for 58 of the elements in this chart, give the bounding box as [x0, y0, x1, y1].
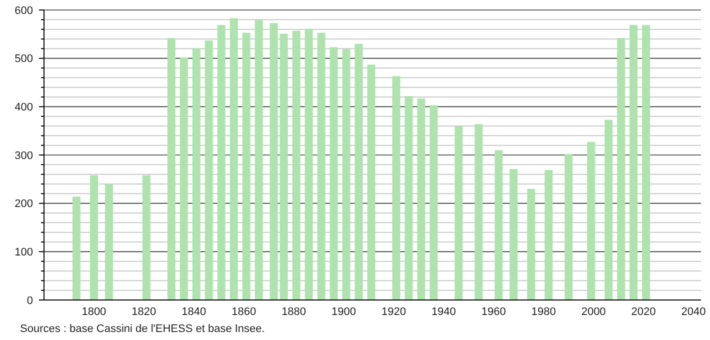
bar — [167, 38, 176, 300]
bar — [430, 105, 438, 300]
bar — [204, 40, 213, 300]
y-tick-label: 0 — [26, 294, 33, 307]
bar — [230, 18, 238, 300]
x-tick-label: 2040 — [681, 306, 706, 318]
y-tick-label: 400 — [14, 102, 33, 114]
x-tick-label: 2000 — [581, 306, 606, 318]
bar — [454, 126, 463, 300]
x-tick-label: 1940 — [431, 306, 456, 318]
bar — [72, 196, 80, 300]
bar — [90, 175, 98, 300]
bar — [342, 49, 350, 300]
bar — [280, 34, 288, 300]
bar — [417, 98, 426, 300]
x-tick-label: 1880 — [282, 306, 306, 318]
x-tick-label: 1980 — [531, 306, 556, 318]
x-tick-label: 1960 — [481, 306, 506, 318]
source-note: Sources : base Cassini de l'EHESS et base Insee. — [20, 323, 265, 335]
bar — [630, 24, 638, 300]
bar — [392, 76, 400, 300]
y-tick-label: 100 — [14, 246, 33, 259]
bar — [494, 150, 503, 300]
x-tick-label: 1900 — [332, 306, 356, 318]
bar — [474, 124, 483, 300]
x-tick-label: 1920 — [381, 306, 406, 318]
bar — [317, 32, 326, 300]
x-tick-label: 2020 — [631, 306, 656, 318]
x-tick-label: 1840 — [182, 306, 206, 318]
bar — [217, 24, 226, 300]
bar — [404, 96, 413, 300]
y-tick-label: 600 — [14, 4, 33, 17]
bar — [642, 24, 650, 300]
y-tick-label: 200 — [14, 198, 33, 210]
bar — [587, 142, 596, 300]
bar — [510, 169, 518, 300]
y-tick-label: 300 — [14, 150, 33, 162]
bar — [180, 58, 188, 300]
x-tick-label: 1800 — [82, 306, 106, 318]
bar — [544, 170, 553, 300]
bar — [292, 30, 300, 300]
x-tick-label: 1820 — [132, 306, 156, 318]
bar — [242, 32, 250, 300]
bar — [604, 120, 613, 300]
bar — [354, 44, 363, 300]
bar — [330, 47, 338, 300]
bar — [192, 48, 200, 300]
x-tick-label: 1860 — [232, 306, 256, 318]
bar — [564, 154, 573, 300]
bar — [104, 184, 113, 300]
bar — [254, 20, 263, 300]
bar — [304, 28, 313, 300]
bar — [367, 64, 376, 300]
bar — [270, 23, 278, 300]
bar — [527, 188, 536, 300]
bar — [142, 175, 150, 300]
y-tick-label: 500 — [14, 53, 33, 66]
bar — [617, 38, 626, 300]
